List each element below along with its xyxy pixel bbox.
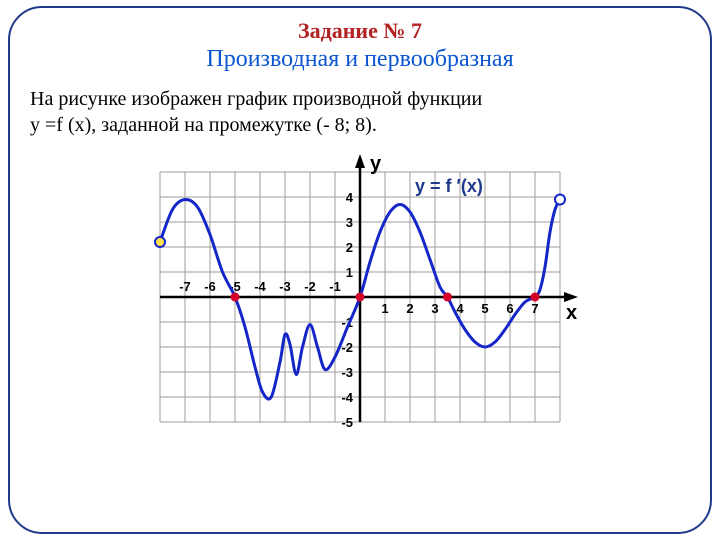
- zero-marker: [443, 293, 452, 302]
- x-tick-label: 1: [381, 301, 388, 316]
- y-tick-label: 3: [346, 215, 353, 230]
- x-tick-label: 7: [531, 301, 538, 316]
- x-tick-label: -3: [279, 279, 291, 294]
- zero-marker: [356, 293, 365, 302]
- problem-text: На рисунке изображен график производной …: [30, 87, 690, 138]
- problem-line-2: y =f (x), заданной на промежутке (- 8; 8…: [30, 113, 690, 139]
- x-tick-label: 6: [506, 301, 513, 316]
- chart-container: yxy = f ′(x)-7-6-5-4-3-2-112345671234-1-…: [130, 152, 590, 457]
- y-tick-label: -2: [341, 340, 353, 355]
- y-axis-label: y: [370, 153, 382, 175]
- y-tick-label: -3: [341, 365, 353, 380]
- x-tick-label: -1: [329, 279, 341, 294]
- x-tick-label: 5: [481, 301, 488, 316]
- x-axis-arrow: [564, 292, 578, 302]
- y-tick-label: 1: [346, 265, 353, 280]
- derivative-chart: yxy = f ′(x)-7-6-5-4-3-2-112345671234-1-…: [130, 152, 590, 452]
- y-tick-label: 2: [346, 240, 353, 255]
- problem-line-1: На рисунке изображен график производной …: [30, 87, 690, 113]
- y-tick-label: 4: [346, 190, 354, 205]
- y-axis-arrow: [355, 154, 365, 168]
- x-tick-label: -7: [179, 279, 191, 294]
- function-label: y = f ′(x): [415, 176, 483, 196]
- open-endpoint: [155, 237, 165, 247]
- content-area: Задание № 7 Производная и первообразная …: [30, 18, 690, 457]
- x-tick-label: 2: [406, 301, 413, 316]
- slide-subtitle: Производная и первообразная: [30, 46, 690, 73]
- y-tick-label: -5: [341, 415, 353, 430]
- open-endpoint: [555, 195, 565, 205]
- zero-marker: [231, 293, 240, 302]
- task-number: Задание № 7: [30, 18, 690, 44]
- x-tick-label: -2: [304, 279, 316, 294]
- y-tick-label: -4: [341, 390, 353, 405]
- zero-marker: [531, 293, 540, 302]
- x-tick-label: -6: [204, 279, 216, 294]
- x-tick-label: 3: [431, 301, 438, 316]
- x-tick-label: -4: [254, 279, 266, 294]
- x-axis-label: x: [566, 302, 577, 324]
